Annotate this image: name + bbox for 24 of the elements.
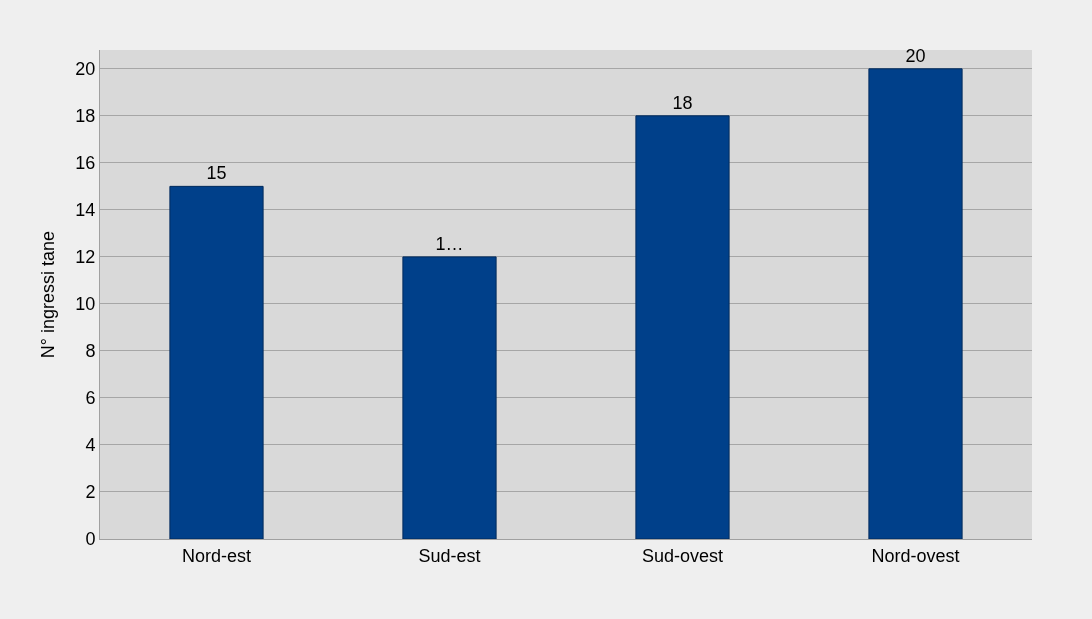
y-tick-label: 2 (85, 482, 96, 503)
x-tick-label: Nord-ovest (871, 545, 960, 566)
x-tick-label: Sud-ovest (641, 545, 724, 566)
data-label: 20 (905, 45, 926, 66)
x-tick-label: Sud-est (418, 545, 481, 566)
y-tick-label: 6 (85, 388, 96, 409)
data-label: 15 (206, 163, 227, 184)
y-tick-label: 12 (75, 247, 96, 268)
y-tick-label: 4 (85, 435, 96, 456)
bar (635, 115, 730, 539)
bar (169, 185, 264, 539)
y-tick-label: 10 (75, 294, 96, 315)
y-tick-label: 14 (75, 200, 96, 221)
data-label: 18 (672, 92, 693, 113)
data-label: 1… (435, 233, 464, 254)
x-tick-label: Nord-est (181, 545, 252, 566)
y-tick-label: 8 (85, 341, 96, 362)
bar (402, 256, 497, 539)
y-tick-label: 18 (75, 106, 96, 127)
y-axis-title: N° ingressi tane (38, 230, 58, 359)
y-tick-label: 16 (75, 153, 96, 174)
y-tick-label: 0 (85, 529, 96, 550)
y-tick-label: 20 (75, 59, 96, 80)
bar (868, 68, 963, 539)
